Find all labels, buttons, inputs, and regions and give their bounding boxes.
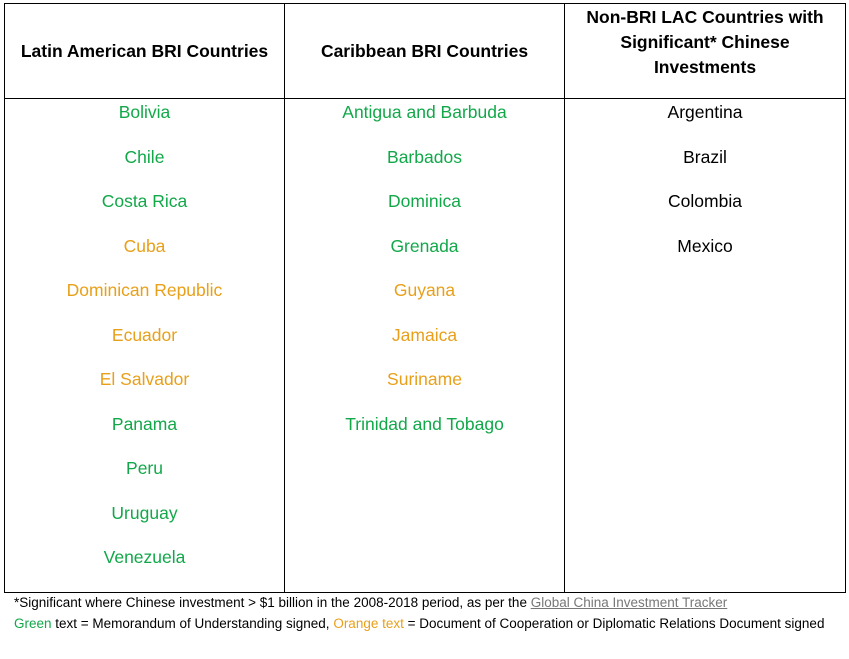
header-caribbean-bri: Caribbean BRI Countries: [284, 3, 565, 99]
orange-legend-label: Orange text: [333, 616, 404, 631]
country-item: Antigua and Barbuda: [342, 102, 507, 122]
country-item: Ecuador: [111, 324, 178, 345]
country-item: Suriname: [387, 369, 462, 389]
country-item: Uruguay: [111, 502, 178, 523]
bri-countries-table: Latin American BRI Countries Caribbean B…: [4, 3, 846, 593]
country-item: Barbados: [387, 146, 462, 167]
non-bri-list: Argentina Brazil Colombia Mexico: [565, 99, 845, 280]
country-item: Chile: [124, 146, 165, 167]
country-item: Cuba: [123, 235, 166, 256]
significance-footnote: *Significant where Chinese investment > …: [14, 592, 844, 613]
footnotes: *Significant where Chinese investment > …: [14, 592, 844, 634]
orange-legend-text: = Document of Cooperation or Diplomatic …: [403, 616, 825, 631]
country-item: Dominican Republic: [66, 280, 223, 300]
country-item: El Salvador: [99, 369, 190, 389]
non-bri-cell: Argentina Brazil Colombia Mexico: [564, 98, 846, 593]
country-item: Guyana: [393, 280, 456, 300]
table-body-row: Bolivia Chile Costa Rica Cuba Dominican Repu…: [4, 98, 846, 593]
country-item: Bolivia: [118, 102, 171, 122]
country-item: Dominica: [388, 191, 461, 211]
green-legend-text: text = Memorandum of Understanding signe…: [51, 616, 334, 631]
country-item: Mexico: [677, 235, 733, 256]
country-item: Venezuela: [103, 547, 186, 567]
country-item: Grenada: [390, 235, 459, 256]
country-item: Jamaica: [391, 324, 458, 345]
caribbean-bri-cell: Antigua and Barbuda Barbados Dominica Grena…: [284, 98, 565, 593]
global-china-investment-tracker-link[interactable]: Global China Investment Tracker: [530, 595, 728, 610]
country-item: Trinidad and Tobago: [345, 413, 504, 434]
country-item: Argentina: [667, 102, 743, 122]
caribbean-bri-list: Antigua and Barbuda Barbados Dominica Grena…: [285, 99, 564, 458]
header-non-bri: Non-BRI LAC Countries with Significant* …: [564, 3, 846, 99]
country-item: Colombia: [668, 191, 742, 211]
table-header-row: Latin American BRI Countries Caribbean B…: [4, 3, 846, 99]
latin-american-bri-cell: Bolivia Chile Costa Rica Cuba Dominican Repu…: [4, 98, 285, 593]
color-legend-footnote: Green text = Memorandum of Understanding…: [14, 613, 844, 634]
country-item: Brazil: [683, 146, 727, 167]
latin-american-bri-list: Bolivia Chile Costa Rica Cuba Dominican Repu…: [5, 99, 284, 592]
country-item: Panama: [111, 413, 178, 434]
green-legend-label: Green: [14, 616, 52, 631]
country-item: Costa Rica: [101, 191, 188, 211]
significance-footnote-text: *Significant where Chinese investment > …: [14, 595, 531, 610]
header-latin-american-bri: Latin American BRI Countries: [4, 3, 285, 99]
country-item: Peru: [126, 458, 163, 478]
